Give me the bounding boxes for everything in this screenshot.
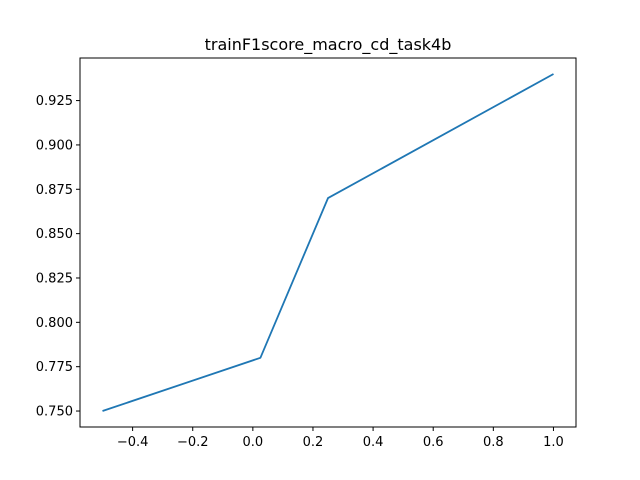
- y-tick-label: 0.925: [36, 94, 73, 109]
- x-tick-label: 0.0: [243, 435, 264, 450]
- x-axis: −0.4 −0.2 0.0 0.2 0.4 0.6 0.8 1.0: [117, 427, 564, 450]
- axes-frame: [79, 57, 577, 428]
- x-tick-label: 1.0: [543, 435, 564, 450]
- x-tick-label: 0.6: [423, 435, 444, 450]
- x-tick-label: 0.2: [303, 435, 324, 450]
- y-tick-label: 0.775: [36, 360, 73, 375]
- x-tick-label: −0.4: [117, 435, 149, 450]
- y-tick-label: 0.750: [36, 405, 73, 420]
- y-tick-label: 0.875: [36, 183, 73, 198]
- x-tick-label: 0.8: [483, 435, 504, 450]
- series-line: [102, 73, 554, 412]
- y-axis: 0.750 0.775 0.800 0.825 0.850 0.875 0.900 0.925: [36, 94, 80, 420]
- chart-title: trainF1score_macro_cd_task4b: [205, 35, 452, 55]
- plot-area: [102, 73, 554, 412]
- x-tick-label: −0.2: [177, 435, 209, 450]
- y-tick-label: 0.825: [36, 271, 73, 286]
- y-tick-label: 0.800: [36, 316, 73, 331]
- y-tick-label: 0.900: [36, 138, 73, 153]
- x-tick-label: 0.4: [363, 435, 384, 450]
- y-tick-label: 0.850: [36, 227, 73, 242]
